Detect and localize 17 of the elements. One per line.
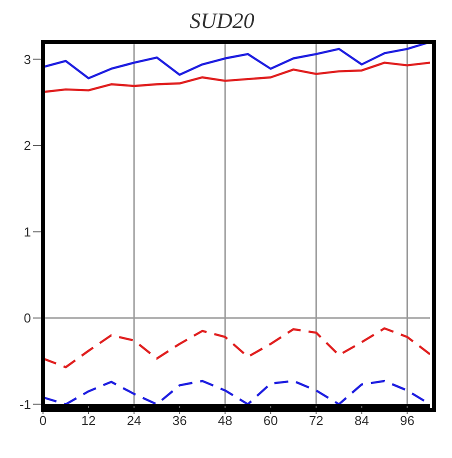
x-tick-label: 72 — [308, 413, 324, 428]
y-tick-label: -1 — [19, 396, 31, 412]
x-tick-label: 84 — [354, 413, 369, 428]
x-tick-label: 24 — [126, 413, 142, 428]
x-tick-label: 0 — [39, 413, 47, 428]
y-tick-label: 0 — [24, 310, 31, 326]
x-tick-label: 12 — [81, 413, 96, 428]
y-tick-label: 3 — [24, 52, 31, 67]
y-tick-label: 2 — [24, 138, 31, 154]
line-series — [43, 62, 430, 94]
x-tick-label: 96 — [400, 413, 414, 428]
line-series — [43, 327, 430, 368]
y-tick-label: 1 — [24, 224, 31, 240]
x-tick-label: 48 — [218, 413, 232, 428]
chart-title: SUD20 — [188, 8, 256, 34]
x-tick-label: 36 — [172, 413, 187, 428]
x-tick-label: 60 — [263, 413, 278, 428]
